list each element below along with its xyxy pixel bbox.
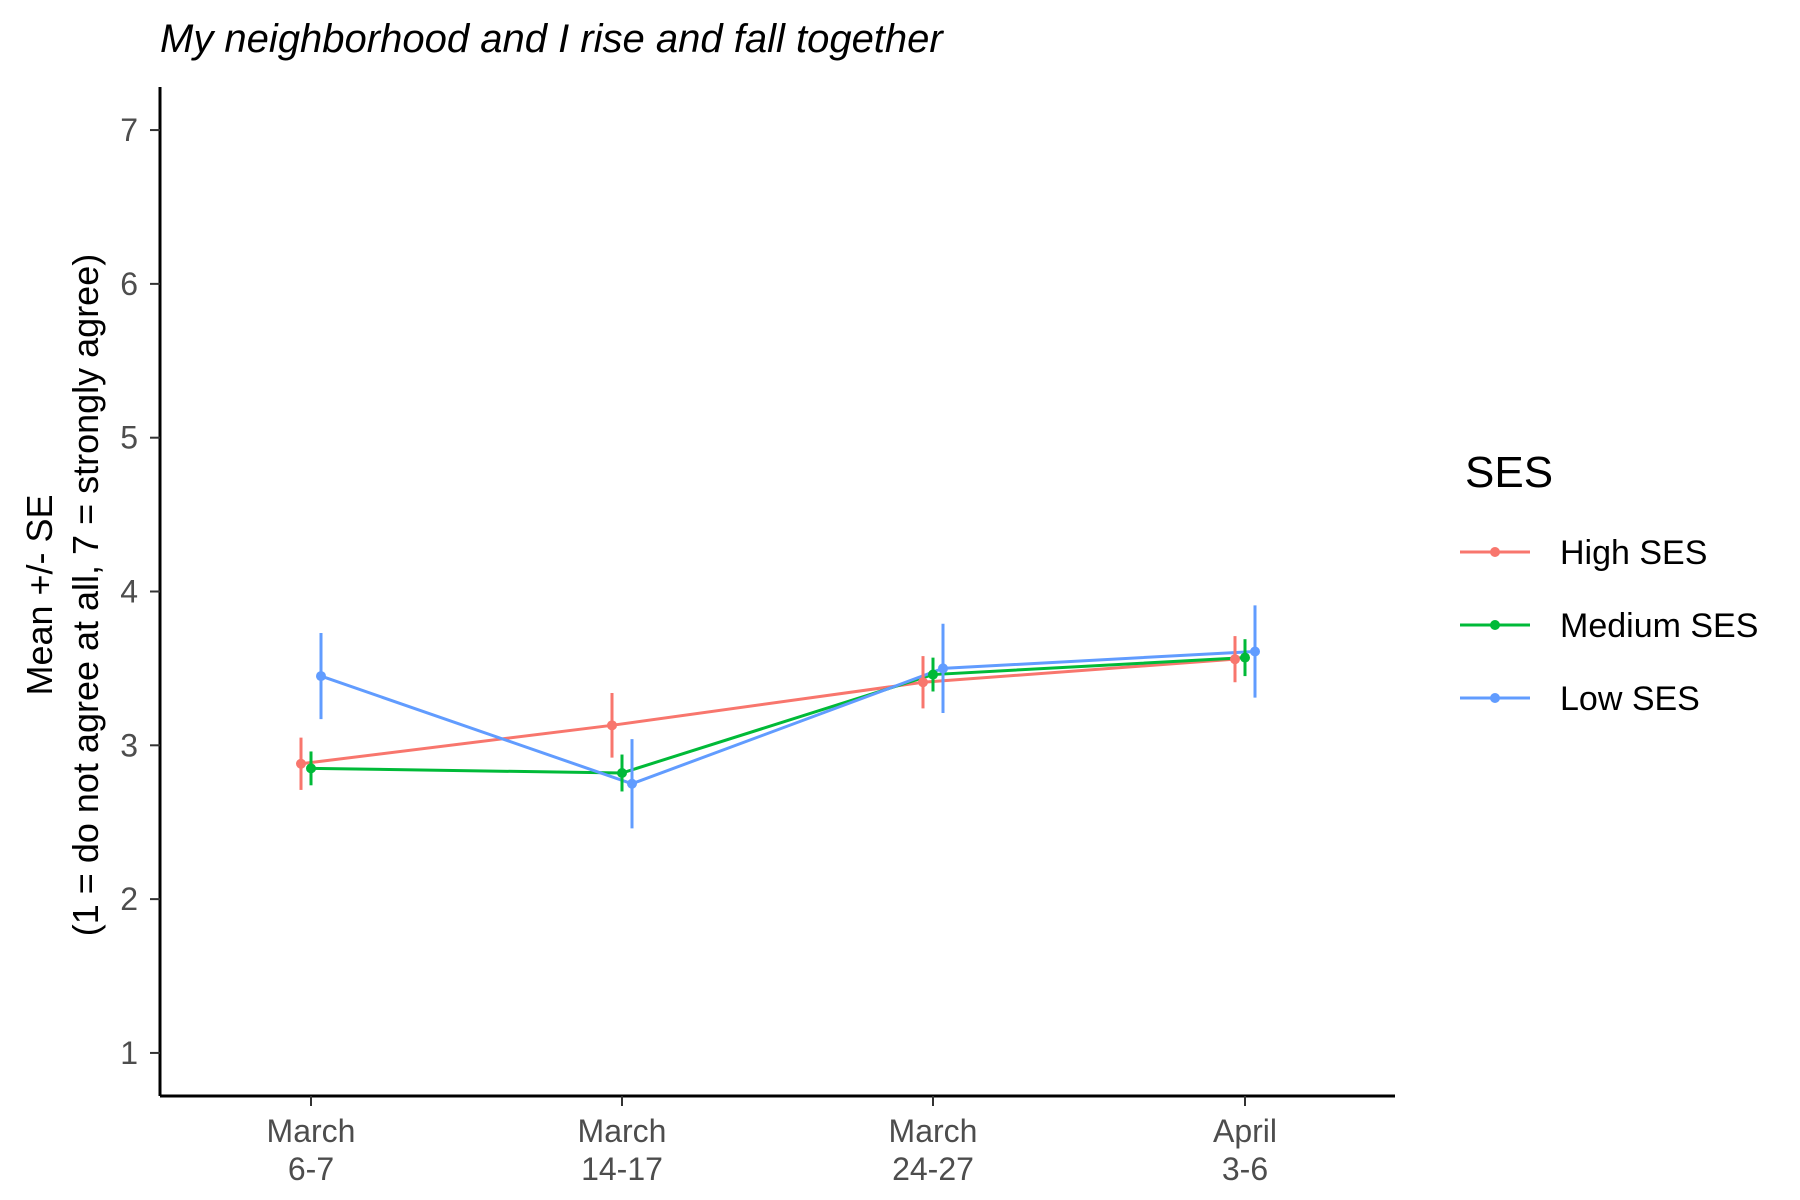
data-point-low-ses (1250, 646, 1260, 657)
legend-item-high-ses: High SES (1460, 534, 1707, 572)
x-tick-label-line2: 24-27 (892, 1151, 974, 1187)
y-axis-title-line2: (1 = do not agree at all, 7 = strongly a… (65, 254, 106, 936)
y-tick-label: 1 (120, 1035, 138, 1071)
y-tick-label: 6 (120, 266, 138, 302)
data-point-high-ses (607, 720, 617, 731)
series-errorbars (299, 605, 1257, 829)
legend-label: Low SES (1560, 680, 1700, 718)
series-line-high-ses (300, 657, 1236, 766)
data-point-high-ses (918, 677, 928, 688)
y-axis-title-line1: Mean +/- SE (19, 494, 60, 695)
y-tick-label: 3 (120, 727, 138, 763)
legend-items: High SES Medium SES Low SES (1460, 534, 1758, 718)
data-point-high-ses (1230, 654, 1240, 665)
data-point-medium-ses (928, 669, 938, 680)
legend-title: SES (1465, 448, 1553, 497)
legend-item-low-ses: Low SES (1460, 680, 1700, 718)
legend: SES High SES Medium SES Low SES (1460, 448, 1758, 718)
x-tick-label-line2: 3-6 (1222, 1151, 1268, 1187)
y-axis-title: Mean +/- SE (1 = do not agree at all, 7 … (19, 254, 106, 936)
legend-key-point (1490, 547, 1500, 557)
legend-label: High SES (1560, 534, 1707, 572)
data-point-high-ses (296, 758, 306, 769)
y-tick-label: 5 (120, 420, 138, 456)
series-line-low-ses (320, 649, 1256, 786)
data-point-low-ses (938, 663, 948, 674)
y-tick-label: 2 (120, 881, 138, 917)
series-lines (300, 649, 1256, 786)
x-tick-label-line1: March (267, 1113, 356, 1149)
y-tick-label: 7 (120, 112, 138, 148)
chart-title: My neighborhood and I rise and fall toge… (160, 17, 944, 61)
series-points (296, 646, 1260, 789)
x-tick-label-line1: March (578, 1113, 667, 1149)
data-point-medium-ses (306, 763, 316, 774)
legend-key-point (1490, 620, 1500, 630)
series-line-medium-ses (310, 656, 1246, 775)
legend-key-point (1490, 693, 1500, 703)
legend-item-medium-ses: Medium SES (1460, 607, 1758, 645)
x-tick-label-line1: April (1213, 1113, 1277, 1149)
data-point-medium-ses (1240, 652, 1250, 663)
x-tick-label-line2: 14-17 (581, 1151, 663, 1187)
legend-label: Medium SES (1560, 607, 1758, 645)
y-ticks: 1 2 3 4 5 6 7 (120, 112, 160, 1071)
data-point-low-ses (316, 671, 326, 682)
data-point-low-ses (627, 778, 637, 789)
y-tick-label: 4 (120, 574, 138, 610)
x-tick-label-line2: 6-7 (288, 1151, 334, 1187)
data-point-medium-ses (617, 767, 627, 778)
x-tick-label-line1: March (889, 1113, 978, 1149)
